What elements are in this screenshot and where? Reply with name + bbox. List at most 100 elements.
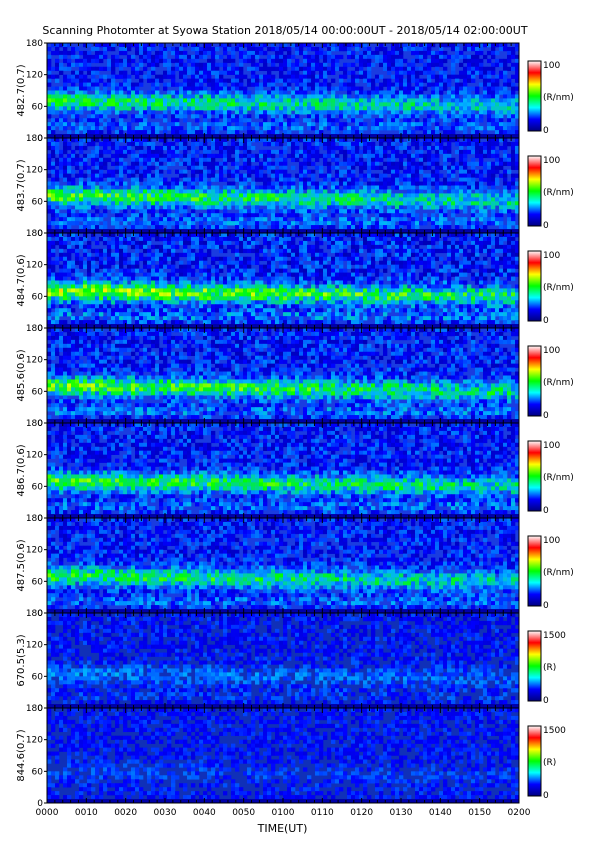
heatmap-cell — [183, 94, 187, 98]
heatmap-cell — [263, 150, 267, 154]
heatmap-cell — [359, 71, 363, 75]
heatmap-cell — [179, 126, 183, 130]
heatmap-cell — [467, 193, 471, 197]
heatmap-cell — [319, 91, 323, 95]
heatmap-cell — [383, 126, 387, 130]
heatmap-cell — [427, 118, 431, 122]
heatmap-cell — [187, 102, 191, 106]
heatmap-cell — [291, 178, 295, 182]
heatmap-cell — [103, 98, 107, 102]
heatmap-cell — [135, 193, 139, 197]
heatmap-cell — [391, 114, 395, 118]
heatmap-cell — [511, 217, 515, 221]
heatmap-cell — [335, 182, 339, 186]
heatmap-cell — [475, 114, 479, 118]
heatmap-cell — [143, 217, 147, 221]
heatmap-cell — [339, 146, 343, 150]
heatmap-cell — [383, 79, 387, 83]
heatmap-cell — [79, 75, 83, 79]
heatmap-cell — [111, 217, 115, 221]
heatmap-cell — [495, 83, 499, 87]
heatmap-cell — [491, 182, 495, 186]
heatmap-cell — [239, 47, 243, 51]
heatmap-cell — [239, 182, 243, 186]
heatmap-cell — [291, 201, 295, 205]
heatmap-cell — [243, 146, 247, 150]
heatmap-cell — [227, 47, 231, 51]
heatmap-cell — [283, 158, 287, 162]
heatmap-cell — [195, 106, 199, 110]
heatmap-cell — [275, 162, 279, 166]
heatmap-cell — [387, 221, 391, 225]
heatmap-cell — [435, 51, 439, 55]
heatmap-cell — [395, 67, 399, 71]
heatmap-cell — [315, 193, 319, 197]
heatmap-cell — [411, 110, 415, 114]
heatmap-cell — [215, 114, 219, 118]
heatmap-cell — [311, 150, 315, 154]
heatmap-cell — [175, 122, 179, 126]
heatmap-cell — [275, 138, 279, 142]
heatmap-cell — [267, 193, 271, 197]
heatmap-cell — [123, 83, 127, 87]
heatmap-cell — [251, 158, 255, 162]
heatmap-cell — [403, 170, 407, 174]
heatmap-cell — [335, 59, 339, 63]
heatmap-cell — [451, 122, 455, 126]
heatmap-cell — [47, 205, 51, 209]
heatmap-cell — [387, 197, 391, 201]
heatmap-cell — [179, 174, 183, 178]
heatmap-cell — [211, 94, 215, 98]
heatmap-cell — [495, 122, 499, 126]
heatmap-cell — [255, 91, 259, 95]
heatmap-cell — [215, 174, 219, 178]
heatmap-cell — [67, 166, 71, 170]
heatmap-cell — [359, 106, 363, 110]
heatmap-cell — [171, 75, 175, 79]
heatmap-cell — [143, 174, 147, 178]
heatmap-cell — [295, 205, 299, 209]
heatmap-cell — [99, 94, 103, 98]
heatmap-cell — [195, 75, 199, 79]
heatmap-cell — [299, 170, 303, 174]
heatmap-cell — [399, 87, 403, 91]
heatmap-cell — [155, 217, 159, 221]
heatmap-cell — [99, 59, 103, 63]
heatmap-cell — [427, 79, 431, 83]
heatmap-cell — [171, 221, 175, 225]
heatmap-cell — [291, 221, 295, 225]
heatmap-cell — [87, 221, 91, 225]
heatmap-cell — [95, 67, 99, 71]
heatmap-cell — [335, 162, 339, 166]
heatmap-cell — [275, 142, 279, 146]
heatmap-cell — [131, 142, 135, 146]
heatmap-cell — [207, 205, 211, 209]
heatmap-cell — [67, 63, 71, 67]
heatmap-cell — [239, 106, 243, 110]
heatmap-cell — [347, 233, 351, 237]
heatmap-cell — [291, 91, 295, 95]
heatmap-cell — [171, 154, 175, 158]
heatmap-cell — [87, 197, 91, 201]
heatmap-cell — [115, 75, 119, 79]
heatmap-cell — [119, 162, 123, 166]
heatmap-cell — [335, 63, 339, 67]
heatmap-cell — [287, 102, 291, 106]
heatmap-cell — [87, 170, 91, 174]
heatmap-cell — [115, 138, 119, 142]
heatmap-cell — [367, 225, 371, 229]
heatmap-cell — [451, 205, 455, 209]
heatmap-cell — [55, 150, 59, 154]
heatmap-cell — [99, 217, 103, 221]
heatmap-cell — [163, 114, 167, 118]
heatmap-cell — [151, 55, 155, 59]
heatmap-cell — [459, 146, 463, 150]
heatmap-cell — [287, 59, 291, 63]
heatmap-cell — [495, 178, 499, 182]
heatmap-cell — [495, 126, 499, 130]
heatmap-cell — [115, 110, 119, 114]
heatmap-cell — [507, 205, 511, 209]
heatmap-cell — [127, 63, 131, 67]
heatmap-cell — [119, 150, 123, 154]
heatmap-cell — [67, 122, 71, 126]
